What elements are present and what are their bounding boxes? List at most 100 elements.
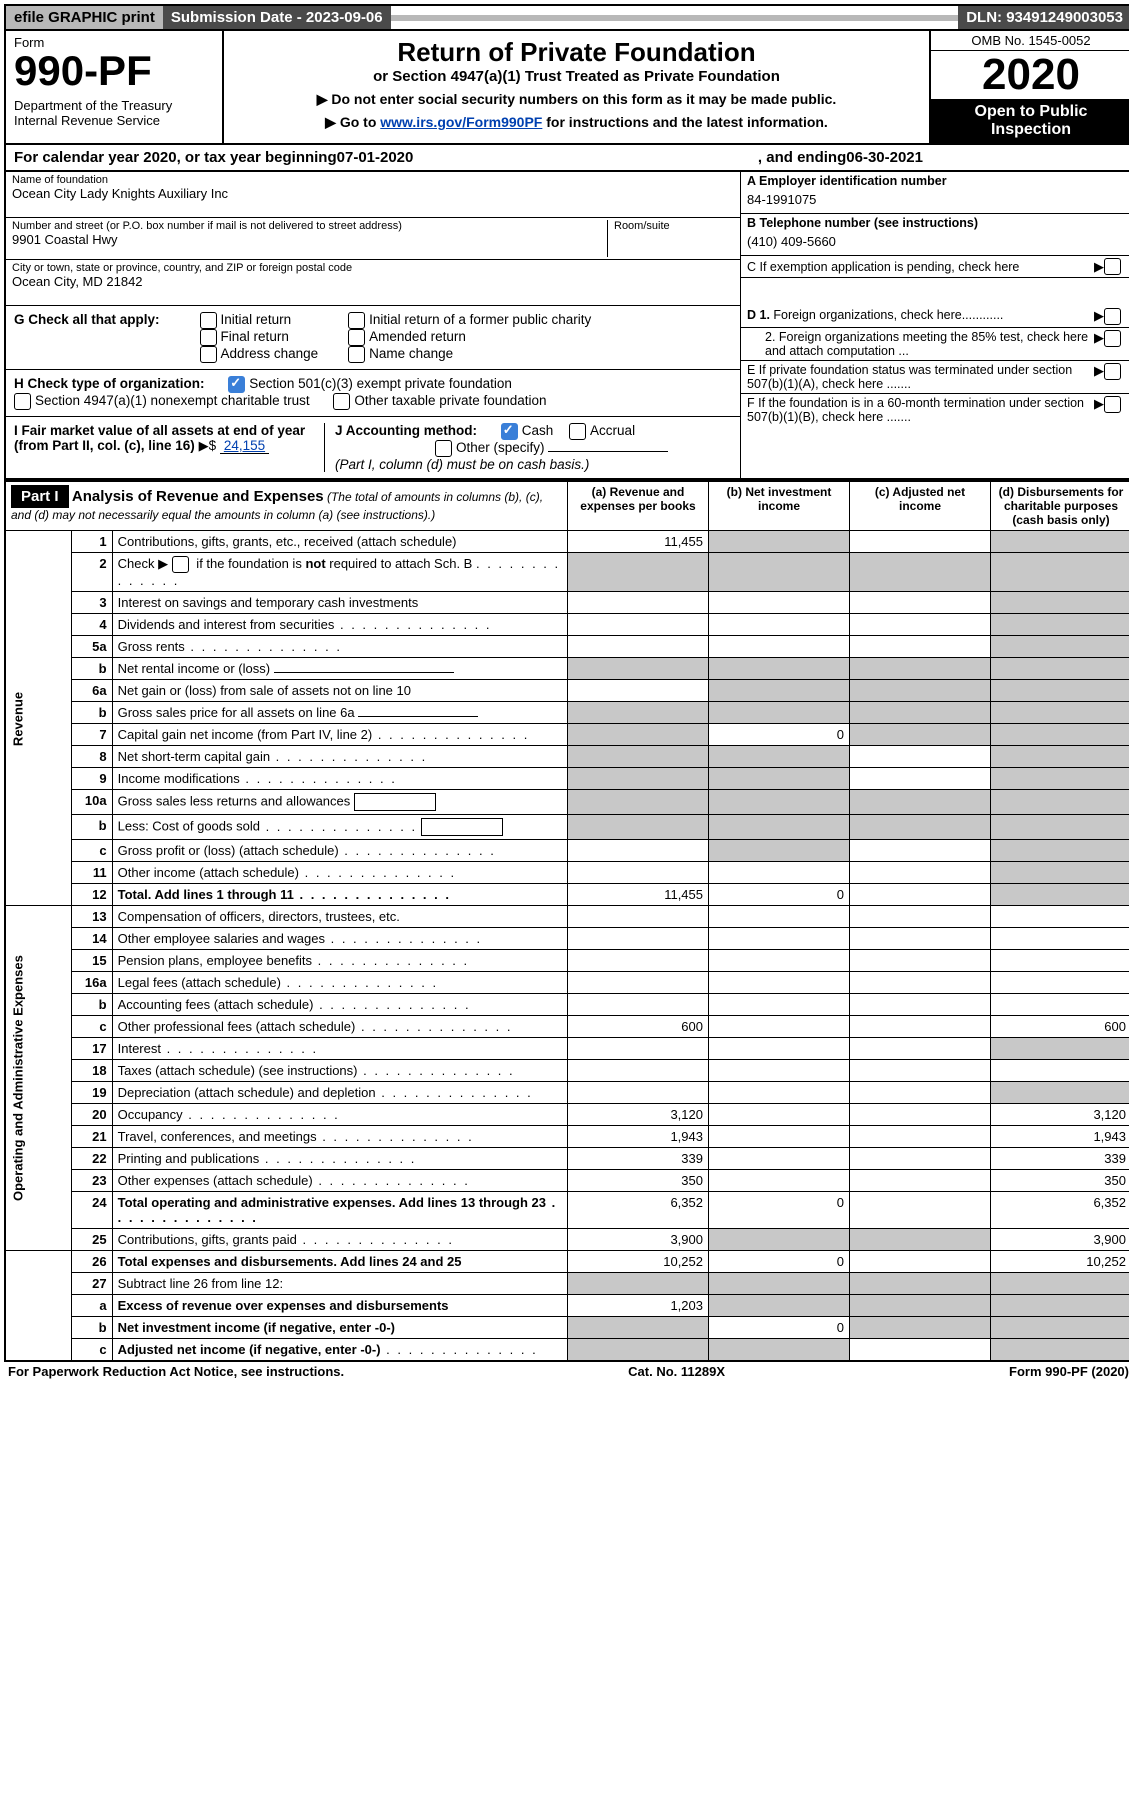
line-d1: D 1. Foreign organizations, check here..…	[741, 306, 1129, 328]
checkbox-name-change[interactable]	[348, 346, 365, 363]
form-title: Return of Private Foundation	[230, 37, 923, 68]
col-d-header: (d) Disbursements for charitable purpose…	[991, 481, 1129, 531]
line-26: Total expenses and disbursements. Add li…	[112, 1251, 567, 1273]
l26-d: 10,252	[991, 1251, 1129, 1273]
tax-year-end: 06-30-2021	[846, 149, 923, 166]
line-5b: Net rental income or (loss)	[112, 658, 567, 680]
checkbox-e[interactable]	[1104, 363, 1121, 380]
checkbox-initial-return[interactable]	[200, 312, 217, 329]
l22-d: 339	[991, 1148, 1129, 1170]
checkbox-c[interactable]	[1104, 258, 1121, 275]
line-2: Check ▶ if the foundation is not require…	[112, 553, 567, 592]
instr-2: ▶ Go to www.irs.gov/Form990PF for instru…	[230, 114, 923, 131]
line-27a: Excess of revenue over expenses and disb…	[112, 1295, 567, 1317]
line-16b: Accounting fees (attach schedule)	[112, 994, 567, 1016]
tax-year: 2020	[931, 51, 1129, 99]
col-a-header: (a) Revenue and expenses per books	[568, 481, 709, 531]
line-24: Total operating and administrative expen…	[112, 1192, 567, 1229]
arrow-icon: ▶	[1094, 259, 1104, 275]
line-13: Compensation of officers, directors, tru…	[112, 906, 567, 928]
line-h: H Check type of organization: Section 50…	[6, 370, 740, 417]
l27b-b: 0	[709, 1317, 850, 1339]
submission-date: Submission Date - 2023-09-06	[163, 6, 391, 29]
line-23: Other expenses (attach schedule)	[112, 1170, 567, 1192]
line-10a: Gross sales less returns and allowances	[112, 790, 567, 815]
foundation-name: Ocean City Lady Knights Auxiliary Inc	[12, 186, 734, 201]
line-c: C If exemption application is pending, c…	[741, 256, 1129, 278]
tax-year-begin: 07-01-2020	[337, 149, 414, 166]
irs-link[interactable]: www.irs.gov/Form990PF	[380, 114, 542, 130]
part1-header: Part I	[11, 485, 69, 508]
dept-treasury: Department of the Treasury Internal Reve…	[14, 98, 214, 128]
line-i-j: I Fair market value of all assets at end…	[6, 417, 740, 478]
l24-d: 6,352	[991, 1192, 1129, 1229]
line-22: Printing and publications	[112, 1148, 567, 1170]
line-11: Other income (attach schedule)	[112, 862, 567, 884]
line-12: Total. Add lines 1 through 11	[112, 884, 567, 906]
line-9: Income modifications	[112, 768, 567, 790]
l7-b: 0	[709, 724, 850, 746]
footer-mid: Cat. No. 11289X	[628, 1364, 725, 1379]
line-25: Contributions, gifts, grants paid	[112, 1229, 567, 1251]
line-27: Subtract line 26 from line 12:	[112, 1273, 567, 1295]
col-b-header: (b) Net investment income	[709, 481, 850, 531]
checkbox-cash[interactable]	[501, 423, 518, 440]
top-spacer	[391, 15, 959, 21]
checkbox-other-method[interactable]	[435, 440, 452, 457]
checkbox-f[interactable]	[1104, 396, 1121, 413]
ein-cell: A Employer identification number 84-1991…	[741, 172, 1129, 214]
line-17: Interest	[112, 1038, 567, 1060]
expenses-side-label: Operating and Administrative Expenses	[5, 906, 71, 1251]
open-to-public: Open to Public Inspection	[931, 99, 1129, 143]
line-10b: Less: Cost of goods sold	[112, 815, 567, 840]
checkbox-accrual[interactable]	[569, 423, 586, 440]
line-6b: Gross sales price for all assets on line…	[112, 702, 567, 724]
line-4: Dividends and interest from securities	[112, 614, 567, 636]
checkbox-d2[interactable]	[1104, 330, 1121, 347]
checkbox-amended[interactable]	[348, 329, 365, 346]
header-right: OMB No. 1545-0052 2020 Open to Public In…	[929, 31, 1129, 143]
checkbox-d1[interactable]	[1104, 308, 1121, 325]
phone-value: (410) 409-5660	[747, 230, 1125, 253]
l24-b: 0	[709, 1192, 850, 1229]
efile-label[interactable]: efile GRAPHIC print	[6, 6, 163, 29]
checkbox-final-return[interactable]	[200, 329, 217, 346]
header-center: Return of Private Foundation or Section …	[224, 31, 929, 143]
checkbox-schb[interactable]	[172, 556, 189, 573]
checkbox-address-change[interactable]	[200, 346, 217, 363]
foundation-name-cell: Name of foundation Ocean City Lady Knigh…	[6, 172, 740, 218]
form-number: 990-PF	[14, 50, 214, 92]
l23-a: 350	[568, 1170, 709, 1192]
check-block: G Check all that apply: Initial return F…	[4, 306, 1129, 480]
city-state-zip: Ocean City, MD 21842	[12, 274, 734, 289]
line-20: Occupancy	[112, 1104, 567, 1126]
line-15: Pension plans, employee benefits	[112, 950, 567, 972]
ein-value: 84-1991075	[747, 188, 1125, 211]
revenue-side-label: Revenue	[5, 531, 71, 906]
line-14: Other employee salaries and wages	[112, 928, 567, 950]
checkbox-initial-former[interactable]	[348, 312, 365, 329]
j-note: (Part I, column (d) must be on cash basi…	[335, 457, 589, 472]
part1-table: Part I Analysis of Revenue and Expenses …	[4, 480, 1129, 1362]
line-18: Taxes (attach schedule) (see instruction…	[112, 1060, 567, 1082]
form-header: Form 990-PF Department of the Treasury I…	[4, 31, 1129, 145]
l25-a: 3,900	[568, 1229, 709, 1251]
dln: DLN: 93491249003053	[958, 6, 1129, 29]
fmv-value[interactable]: 24,155	[220, 438, 269, 454]
l16c-a: 600	[568, 1016, 709, 1038]
line-21: Travel, conferences, and meetings	[112, 1126, 567, 1148]
checkbox-501c3[interactable]	[228, 376, 245, 393]
line-19: Depreciation (attach schedule) and deple…	[112, 1082, 567, 1104]
l25-d: 3,900	[991, 1229, 1129, 1251]
l21-d: 1,943	[991, 1126, 1129, 1148]
line-g: G Check all that apply: Initial return F…	[6, 306, 740, 370]
checkbox-other-taxable[interactable]	[333, 393, 350, 410]
checkbox-4947[interactable]	[14, 393, 31, 410]
l20-d: 3,120	[991, 1104, 1129, 1126]
line-5a: Gross rents	[112, 636, 567, 658]
calendar-year-row: For calendar year 2020, or tax year begi…	[4, 145, 1129, 172]
l22-a: 339	[568, 1148, 709, 1170]
top-bar: efile GRAPHIC print Submission Date - 20…	[4, 4, 1129, 31]
phone-cell: B Telephone number (see instructions) (4…	[741, 214, 1129, 256]
form-subtitle: or Section 4947(a)(1) Trust Treated as P…	[230, 68, 923, 85]
